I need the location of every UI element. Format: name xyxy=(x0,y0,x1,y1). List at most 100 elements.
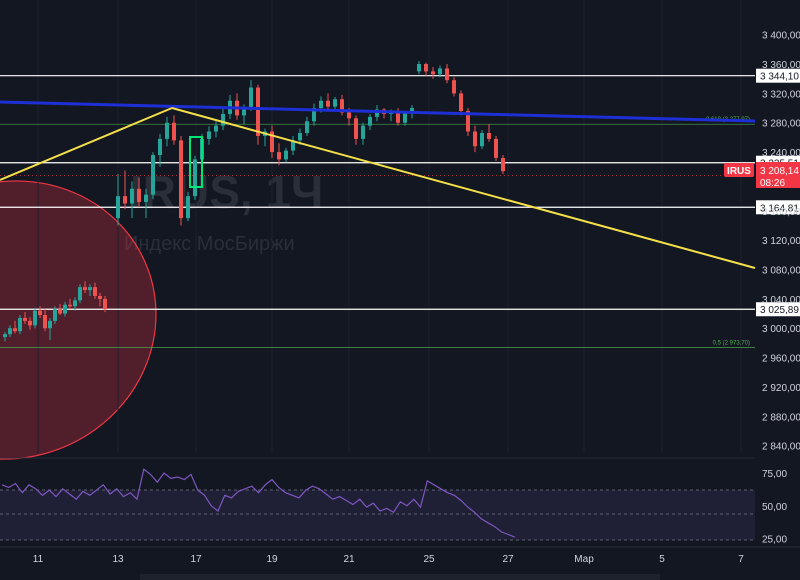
candle-body xyxy=(98,295,102,299)
fib-level-label: 0,5 (2 973,70) xyxy=(713,341,750,347)
candle-body xyxy=(396,112,400,123)
time-tick-label: 27 xyxy=(502,554,514,565)
price-tick-label: 2 920,00 xyxy=(762,383,800,394)
time-tick-label: Мар xyxy=(574,554,594,565)
level-price-label: 3 025,89 xyxy=(760,305,799,316)
candle-body xyxy=(452,80,456,94)
time-tick-label: 11 xyxy=(33,554,44,565)
symbol-badge xyxy=(724,163,754,177)
candle-body xyxy=(207,131,211,139)
candle-body xyxy=(270,131,274,153)
candle-body xyxy=(494,138,498,158)
price-axis[interactable]: 3 400,00 3 360,00 3 320,00 3 280,00 3 240,00… xyxy=(762,31,800,453)
candle-body xyxy=(375,109,379,117)
candle-body xyxy=(347,112,351,119)
trendline-yellow-left[interactable] xyxy=(0,107,173,181)
time-axis[interactable]: 11 13 17 19 21 25 27 Мар 5 7 xyxy=(33,554,744,565)
time-tick-label: 17 xyxy=(190,554,202,565)
trendline-yellow-right[interactable] xyxy=(171,107,756,269)
rsi-band xyxy=(0,490,755,540)
time-tick-label: 7 xyxy=(738,554,744,565)
time-tick-label: 19 xyxy=(266,554,278,565)
highlight-zone-ellipse[interactable] xyxy=(0,140,195,500)
candle-body xyxy=(473,131,477,147)
level-price-label: 3 164,81 xyxy=(760,203,799,214)
candle-body xyxy=(48,320,52,329)
trendline-blue-resistance[interactable] xyxy=(0,100,756,123)
candle-body xyxy=(63,304,67,314)
candle-body xyxy=(123,196,127,204)
candle-body xyxy=(424,64,428,72)
level-price-box xyxy=(756,200,800,215)
rsi-series-line xyxy=(1,468,516,538)
candle-body xyxy=(137,188,141,203)
candle-body xyxy=(165,122,169,139)
candle-body xyxy=(172,122,176,141)
time-tick-label: 21 xyxy=(343,554,355,565)
price-tick-label: 2 840,00 xyxy=(762,442,800,453)
candle-body xyxy=(249,87,253,109)
candle-body xyxy=(151,155,155,195)
level-layer: 3 344,103 225,513 164,813 025,890,618 (3… xyxy=(0,68,800,348)
candle-body xyxy=(83,287,87,291)
candle-body xyxy=(326,100,330,107)
candle-body xyxy=(431,71,435,75)
candle-body xyxy=(403,112,407,123)
current-price-value: 3 208,14 xyxy=(760,166,799,177)
candle-body xyxy=(58,309,62,314)
candle-body xyxy=(13,328,17,332)
candle-body xyxy=(284,150,288,160)
price-tick-label: 3 320,00 xyxy=(762,89,800,100)
bottom-toolbar[interactable] xyxy=(140,574,660,580)
candle-body xyxy=(78,287,82,301)
candle-body xyxy=(361,125,365,139)
candle-body xyxy=(445,68,449,81)
candle-body xyxy=(130,188,134,204)
price-tick-label: 3 040,00 xyxy=(762,295,800,306)
price-tick-label: 2 960,00 xyxy=(762,354,800,365)
candle-body xyxy=(354,118,358,139)
current-price-countdown: 08:26 xyxy=(760,178,785,189)
candle-body xyxy=(93,287,97,296)
price-tick-label: 3 360,00 xyxy=(762,60,800,71)
candle-body xyxy=(487,133,491,139)
candle-body xyxy=(221,113,225,126)
level-price-box xyxy=(756,302,800,317)
candle-body xyxy=(291,140,295,151)
candle-body xyxy=(23,317,27,321)
candle-body xyxy=(333,99,337,107)
candle-body xyxy=(3,334,7,338)
candle-body xyxy=(368,116,372,126)
rsi-tick-label: 25,00 xyxy=(762,534,787,545)
time-tick-label: 25 xyxy=(423,554,435,565)
rsi-axis-layer: 75,00 50,00 25,00 xyxy=(762,469,787,545)
candle-body xyxy=(319,100,323,109)
candle-body xyxy=(480,133,484,147)
candle-body xyxy=(242,108,246,116)
price-tick-label: 3 240,00 xyxy=(762,148,800,159)
candle-body xyxy=(53,309,57,321)
highlight-rectangle[interactable] xyxy=(189,136,203,188)
price-tick-label: 3 160,00 xyxy=(762,207,800,218)
candle-body xyxy=(256,87,260,136)
watermark-name: Индекс МосБиржи xyxy=(124,233,295,255)
candle-body xyxy=(28,320,32,326)
candle-body xyxy=(144,194,148,203)
candle-body xyxy=(18,317,22,332)
level-price-label: 3 344,10 xyxy=(760,72,799,83)
candle-body xyxy=(186,196,190,219)
candle-body xyxy=(193,159,197,197)
candle-body xyxy=(305,121,309,134)
candle-body xyxy=(33,310,37,326)
candle-body xyxy=(410,108,414,113)
candle-body xyxy=(214,125,218,132)
price-tick-label: 3 120,00 xyxy=(762,236,800,247)
price-tick-label: 3 080,00 xyxy=(762,266,800,277)
rsi-tick-label: 75,00 xyxy=(762,469,787,480)
candle-body xyxy=(466,111,470,132)
candle-body xyxy=(73,300,77,307)
candle-body xyxy=(8,328,12,335)
